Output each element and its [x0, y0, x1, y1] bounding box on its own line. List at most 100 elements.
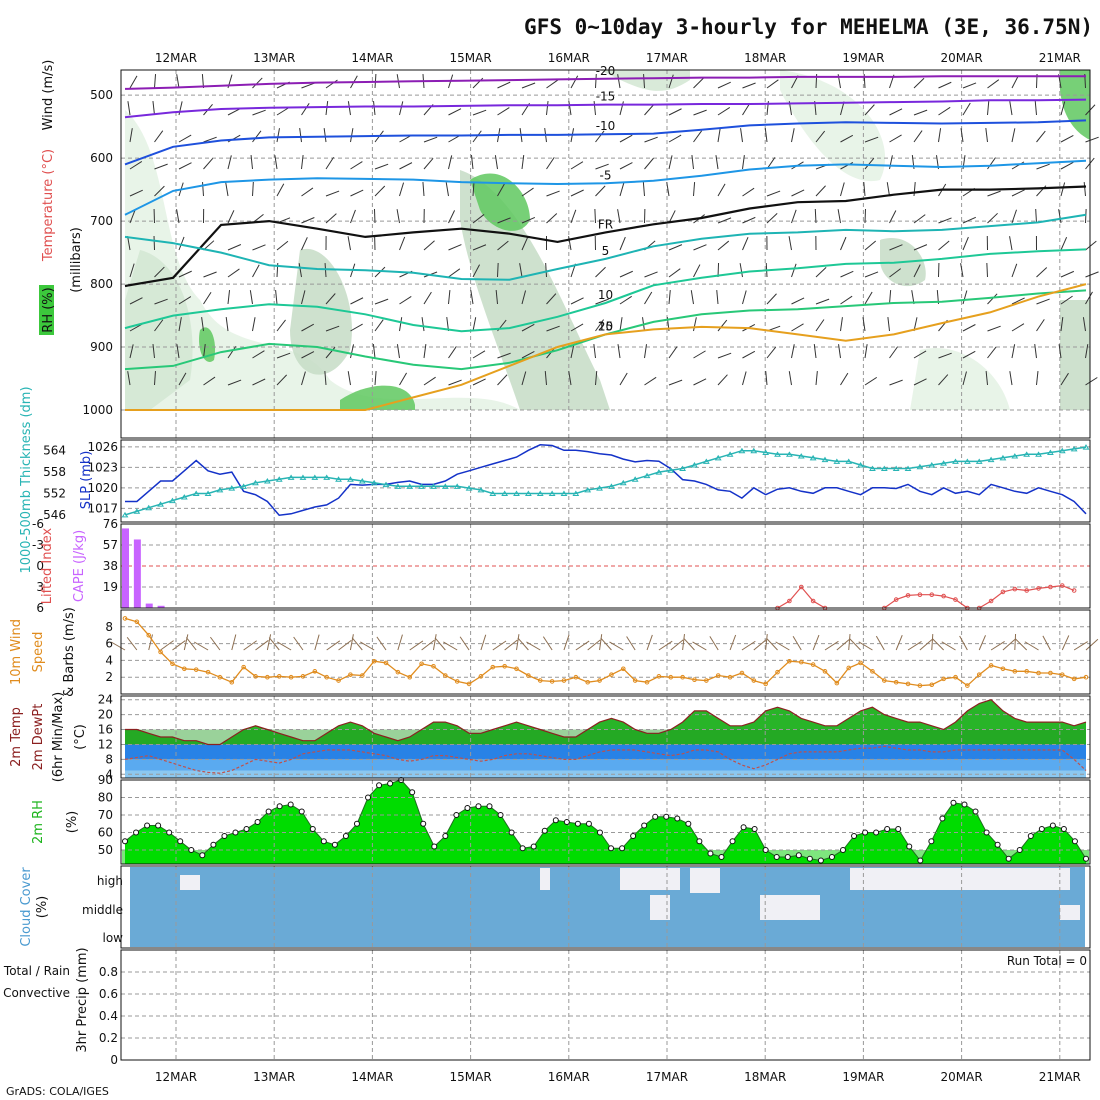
wind-barb-10m [360, 641, 375, 651]
wind-barb [987, 212, 998, 224]
wind-speed-marker [620, 666, 626, 672]
wind-barb-10m [266, 634, 272, 651]
wind-barb [840, 295, 853, 305]
wind-speed-marker [182, 666, 187, 672]
wind-barb [1085, 271, 1099, 278]
wind-speed-marker [490, 664, 496, 670]
wind-barb [840, 182, 845, 197]
wind-speed-marker [454, 679, 460, 684]
wind-speed-marker [419, 661, 424, 667]
wind-barb [595, 185, 606, 197]
wind-barb [617, 344, 621, 359]
thickness-marker [536, 490, 544, 496]
rh-marker [608, 845, 615, 852]
wind-barb [252, 77, 263, 89]
pressure-tick-label: 600 [90, 151, 113, 165]
wind-speed-marker [632, 678, 638, 683]
dewpoint-axis-label: 2m DewPt [31, 704, 46, 771]
thickness-marker [524, 490, 532, 496]
cloud-level-label: low [103, 931, 124, 945]
date-label-top: 21MAR [1039, 51, 1081, 65]
wind-speed-marker [787, 658, 792, 664]
wind-barb [545, 262, 547, 278]
wind-barb [472, 181, 475, 197]
lifted-index-marker [941, 593, 946, 599]
thickness-line [124, 446, 1087, 516]
wind-barb [617, 74, 621, 89]
thickness-marker [418, 483, 426, 489]
wind-barb [595, 298, 609, 305]
wind-barb [521, 155, 525, 170]
wind-barb [1011, 189, 1025, 197]
thickness-marker [928, 462, 936, 468]
rh-marker [243, 826, 250, 832]
thickness-marker [1023, 451, 1031, 457]
wind-barb [987, 346, 997, 359]
thickness-marker [204, 490, 212, 496]
wind-barb [1085, 344, 1089, 359]
wind-speed-marker [502, 663, 507, 669]
wind-speed-marker [834, 680, 840, 686]
wind-barb [274, 155, 278, 170]
wind-barb [593, 344, 596, 359]
isotherm-label: -10 [596, 119, 616, 133]
wind-barb-10m [421, 639, 435, 651]
thickness-marker [275, 476, 283, 482]
wind-barb [1036, 163, 1050, 170]
rh-marker [718, 854, 725, 860]
wind-barb [595, 73, 597, 89]
wind-barb-10m [434, 637, 446, 651]
wind10-axis-label: 10m Wind [9, 619, 24, 685]
wind-barb [374, 319, 384, 332]
wind-barb [423, 376, 436, 386]
rh2m-unit-label: (%) [65, 811, 80, 834]
thickness-marker [228, 485, 236, 491]
rh-marker [133, 829, 140, 836]
wind-barb [815, 185, 826, 197]
wind-barb-10m [432, 634, 437, 651]
wind-speed-marker [727, 674, 733, 680]
wind-barb-10m [183, 634, 189, 651]
wind-barb [249, 290, 253, 305]
thickness-marker [1035, 451, 1042, 457]
wind-barb [178, 101, 183, 116]
wind-barb-10m [931, 634, 934, 651]
cape-bar [145, 603, 153, 608]
wind-barb [448, 155, 453, 170]
thickness-marker [643, 472, 651, 479]
rh-marker [806, 855, 813, 862]
wind-barb [691, 155, 694, 170]
date-label-bottom: 21MAR [1039, 1070, 1081, 1084]
wind-barb [986, 262, 988, 278]
date-label-top: 15MAR [450, 51, 492, 65]
wind-speed-marker [763, 681, 768, 687]
wind-barb [521, 187, 534, 197]
wind-speed-marker [514, 666, 519, 672]
wind-speed-marker [170, 661, 175, 667]
thickness-marker [240, 483, 248, 489]
panel-frame-cloud [120, 865, 1091, 949]
rh-marker [773, 854, 780, 860]
rh-marker [1038, 826, 1045, 832]
wind-speed-marker [561, 678, 567, 683]
thickness-marker [252, 479, 259, 486]
wind-barb-10m [338, 639, 352, 651]
wind-barb [717, 183, 726, 197]
wind-barb [814, 208, 817, 224]
wind-speed-marker [1083, 674, 1089, 680]
wind-barb [472, 244, 487, 251]
wind-barb [448, 268, 461, 278]
wind-barb [717, 128, 721, 143]
wind-barb [521, 237, 529, 251]
wind-barb [693, 77, 704, 89]
wind-barb [693, 130, 703, 143]
wind-barb [1011, 128, 1016, 143]
wind-barb [813, 344, 817, 359]
cape-axis-label: CAPE (J/kg) [72, 530, 87, 602]
pressure-tick-label: 1000 [82, 403, 113, 417]
wind-barb-10m [293, 636, 304, 651]
rh-shading-area [340, 385, 415, 410]
wind-barb [421, 317, 425, 332]
wind-barb [765, 371, 768, 386]
thickness-marker [287, 474, 295, 480]
